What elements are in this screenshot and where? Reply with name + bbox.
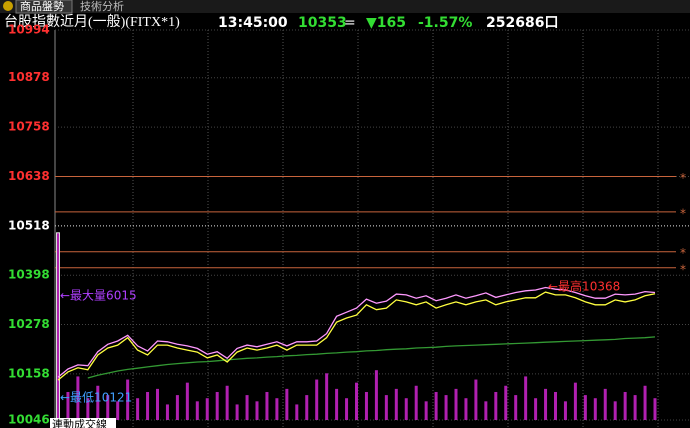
volume-bar bbox=[106, 395, 110, 420]
volume-bar bbox=[195, 401, 199, 420]
change: ▼165 bbox=[366, 15, 406, 31]
volume-bar bbox=[613, 401, 617, 420]
y-tick-label: 10518 bbox=[8, 218, 50, 232]
volume-bar bbox=[474, 379, 478, 420]
y-tick-label: 10278 bbox=[8, 317, 50, 331]
volume-bar bbox=[534, 398, 538, 420]
volume-bar bbox=[285, 388, 289, 420]
volume-bar bbox=[116, 401, 120, 420]
ref-marker: * bbox=[680, 206, 686, 220]
volume-bar bbox=[335, 388, 339, 420]
y-tick-label: 10758 bbox=[8, 120, 50, 134]
ref-marker: * bbox=[680, 171, 686, 185]
annotation: ←最高10368 bbox=[548, 279, 620, 294]
volume-bar bbox=[86, 398, 90, 420]
volume-bar bbox=[394, 388, 398, 420]
volume-bar bbox=[136, 398, 140, 420]
volume-bar bbox=[524, 376, 528, 420]
ref-marker: * bbox=[680, 246, 686, 260]
change-pct: -1.57% bbox=[418, 15, 472, 31]
volume-bar bbox=[215, 391, 219, 420]
volume-bar bbox=[225, 385, 229, 420]
volume-bar bbox=[305, 395, 309, 420]
volume-bar bbox=[76, 376, 80, 420]
volume-bar bbox=[126, 379, 130, 420]
volume-bar bbox=[165, 404, 169, 420]
footer-box bbox=[50, 418, 116, 428]
volume-bar bbox=[146, 391, 150, 420]
volume-bar bbox=[384, 395, 388, 420]
y-tick-label: 10158 bbox=[8, 366, 50, 380]
menu-icon[interactable] bbox=[3, 1, 13, 11]
volume-bar bbox=[355, 382, 358, 420]
volume-bar bbox=[156, 388, 159, 420]
series-line bbox=[87, 336, 656, 379]
series-line bbox=[57, 286, 656, 378]
volume-bar bbox=[444, 395, 448, 420]
volume-bar bbox=[593, 398, 597, 420]
volume-bar bbox=[653, 398, 657, 420]
volume-bar bbox=[295, 404, 299, 420]
y-tick-label: 10398 bbox=[8, 268, 50, 282]
volume-bar bbox=[325, 373, 329, 420]
volume-bar bbox=[623, 391, 627, 420]
volume-bar bbox=[554, 391, 557, 420]
volume-bar bbox=[235, 404, 239, 420]
volume-bar bbox=[255, 401, 259, 420]
tab-label[interactable]: 技術分析 bbox=[80, 0, 124, 13]
volume-bar bbox=[185, 382, 189, 420]
volume-bar bbox=[315, 379, 319, 420]
annotation: ←最低10121 bbox=[60, 391, 132, 405]
volume-bar bbox=[454, 388, 458, 420]
tab-label[interactable]: 商品盤勢 bbox=[20, 0, 64, 13]
volume-bar bbox=[514, 395, 518, 420]
series-line bbox=[57, 291, 656, 381]
volume-bar bbox=[494, 391, 498, 420]
y-tick-label: 10638 bbox=[8, 169, 50, 183]
tab[interactable] bbox=[15, 0, 73, 14]
flat-sign: = bbox=[344, 15, 356, 31]
vertical-grid bbox=[132, 30, 659, 428]
volume-bar bbox=[563, 401, 567, 420]
volume-bar bbox=[643, 385, 647, 420]
volume-bar bbox=[374, 370, 378, 420]
volume-bar bbox=[205, 398, 209, 420]
volume-bar bbox=[464, 398, 468, 420]
volume-bar bbox=[345, 398, 349, 420]
volume-bar bbox=[544, 388, 548, 420]
y-tick-label: 10046 bbox=[8, 413, 50, 427]
volume-bar bbox=[484, 401, 488, 420]
volume-bar bbox=[504, 385, 508, 420]
title: 台股指數近月(一般)(FITX*1) bbox=[4, 14, 180, 30]
y-tick-label: 10994 bbox=[8, 23, 50, 37]
volume-bar bbox=[275, 398, 279, 420]
time: 13:45:00 bbox=[218, 15, 288, 31]
volume-bar bbox=[404, 398, 408, 420]
annotation: ←最大量6015 bbox=[60, 289, 137, 303]
volume-bar bbox=[245, 395, 249, 420]
volume-bar bbox=[633, 395, 637, 420]
volume-bar bbox=[414, 385, 418, 420]
volume-bar bbox=[583, 395, 587, 420]
ref-marker: * bbox=[680, 262, 686, 276]
volume-bar bbox=[603, 388, 607, 420]
volume-bar bbox=[364, 391, 368, 420]
y-tick-label: 10878 bbox=[8, 70, 50, 84]
total-volume: 252686口 bbox=[486, 15, 558, 31]
footer: 連動成交線 bbox=[52, 417, 107, 428]
volume-bar bbox=[66, 391, 70, 420]
volume-bar bbox=[573, 382, 577, 420]
volume-bar bbox=[434, 391, 438, 420]
volume-bar bbox=[424, 401, 428, 420]
tab-bar bbox=[0, 0, 690, 13]
volume-bar bbox=[265, 391, 269, 420]
price: 10353 bbox=[298, 15, 347, 31]
volume-bar bbox=[175, 395, 179, 420]
volume-bar bbox=[96, 385, 100, 420]
